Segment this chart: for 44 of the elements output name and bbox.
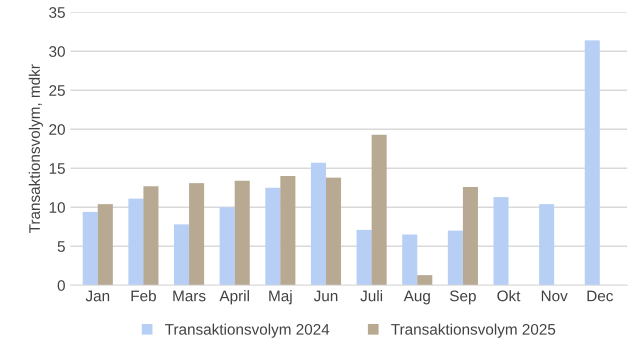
x-tick-label: April	[219, 290, 249, 304]
y-tick-label: 25	[49, 85, 65, 96]
x-tick-label: Mars	[173, 290, 206, 302]
bar	[493, 197, 509, 286]
bar	[326, 178, 342, 286]
bar	[234, 180, 250, 286]
y-tick-label: 15	[50, 163, 65, 174]
y-tick-label: 30	[49, 46, 65, 57]
bar	[539, 204, 554, 286]
bar	[98, 204, 113, 286]
x-tick-label: Dec	[587, 290, 613, 302]
bar	[280, 176, 296, 286]
y-tick-label: 35	[49, 7, 65, 18]
x-tick-label: Sep	[450, 290, 476, 304]
bar	[584, 40, 600, 286]
legend-label: Transaktionsvolym 2024	[165, 324, 330, 338]
x-tick-label: Feb	[132, 290, 156, 302]
bar	[189, 183, 204, 286]
bar	[402, 234, 418, 286]
y-tick-label: 5	[58, 241, 65, 252]
y-axis-title: Transaktionsvolym, mdkr	[28, 64, 43, 234]
bar	[356, 230, 372, 286]
x-tick-label: Juli	[360, 290, 382, 302]
x-tick-label: Aug	[404, 290, 430, 304]
bar	[265, 188, 280, 286]
bar	[310, 162, 326, 286]
y-tick-label: 20	[49, 124, 65, 135]
bar	[143, 186, 158, 286]
bar	[174, 224, 190, 286]
x-tick-label: Maj	[269, 290, 292, 304]
bar	[372, 134, 387, 286]
bar	[128, 198, 144, 286]
x-tick-label: Jun	[314, 290, 338, 302]
bar	[462, 186, 478, 286]
x-tick-label: Jan	[86, 290, 110, 302]
legend-label: Transaktionsvolym 2025	[391, 324, 556, 338]
bar	[417, 275, 432, 286]
x-tick-label: Nov	[542, 290, 568, 302]
bar	[82, 212, 98, 286]
y-tick-label: 0	[58, 280, 65, 291]
y-tick-label: 10	[50, 202, 65, 213]
x-tick-label: Okt	[497, 290, 520, 302]
bar	[448, 230, 463, 286]
bar	[220, 207, 235, 286]
